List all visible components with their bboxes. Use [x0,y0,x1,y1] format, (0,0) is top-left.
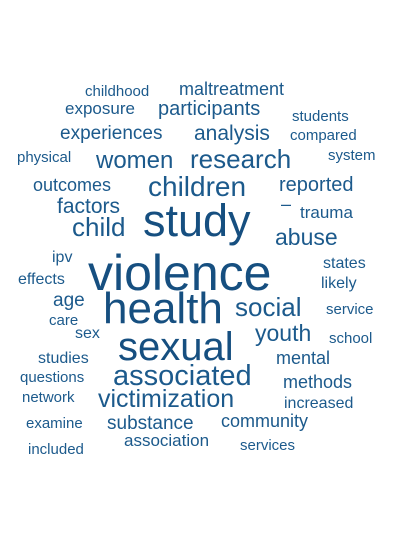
word-states: states [323,255,366,272]
word-social: social [235,292,302,322]
word-ipv: ipv [52,249,73,266]
word-services: services [240,437,296,454]
word-dash: – [281,194,292,214]
word-effects: effects [18,271,65,288]
word-mental: mental [276,348,331,368]
word-child: child [72,212,126,242]
word-reported: reported [279,174,354,196]
word-victimization: victimization [98,385,235,413]
word-age: age [53,290,85,311]
word-abuse: abuse [275,224,338,250]
word-analysis: analysis [194,122,270,145]
word-sexual: sexual [118,325,234,369]
word-experiences: experiences [60,123,163,144]
word-factors: factors [57,195,121,218]
word-physical: physical [17,149,72,166]
word-study: study [143,195,251,246]
word-women: women [96,147,174,174]
word-included: included [28,441,84,458]
word-outcomes: outcomes [33,175,112,195]
word-participants: participants [158,98,261,120]
word-exposure: exposure [65,99,135,118]
word-students: students [292,108,349,125]
word-association: association [124,431,210,450]
word-studies: studies [38,350,89,367]
word-associated: associated [113,360,252,392]
word-likely: likely [321,275,357,292]
word-questions: questions [20,369,85,386]
word-compared: compared [290,127,357,144]
word-methods: methods [283,372,353,392]
word-childhood: childhood [85,83,150,100]
word-maltreatment: maltreatment [179,79,285,99]
word-research: research [190,144,292,174]
word-system: system [328,147,376,164]
word-examine: examine [26,415,83,432]
word-network: network [22,389,75,406]
word-care: care [49,312,79,329]
word-service: service [326,301,374,318]
word-youth: youth [255,320,312,346]
word-trauma: trauma [300,203,353,222]
word-children: children [148,171,247,202]
word-health: health [103,284,223,333]
word-sex: sex [75,325,100,342]
word-school: school [329,330,373,347]
word-community: community [221,411,309,431]
word-violence: violence [88,245,272,301]
word-increased: increased [284,395,354,412]
word-substance: substance [107,413,194,434]
